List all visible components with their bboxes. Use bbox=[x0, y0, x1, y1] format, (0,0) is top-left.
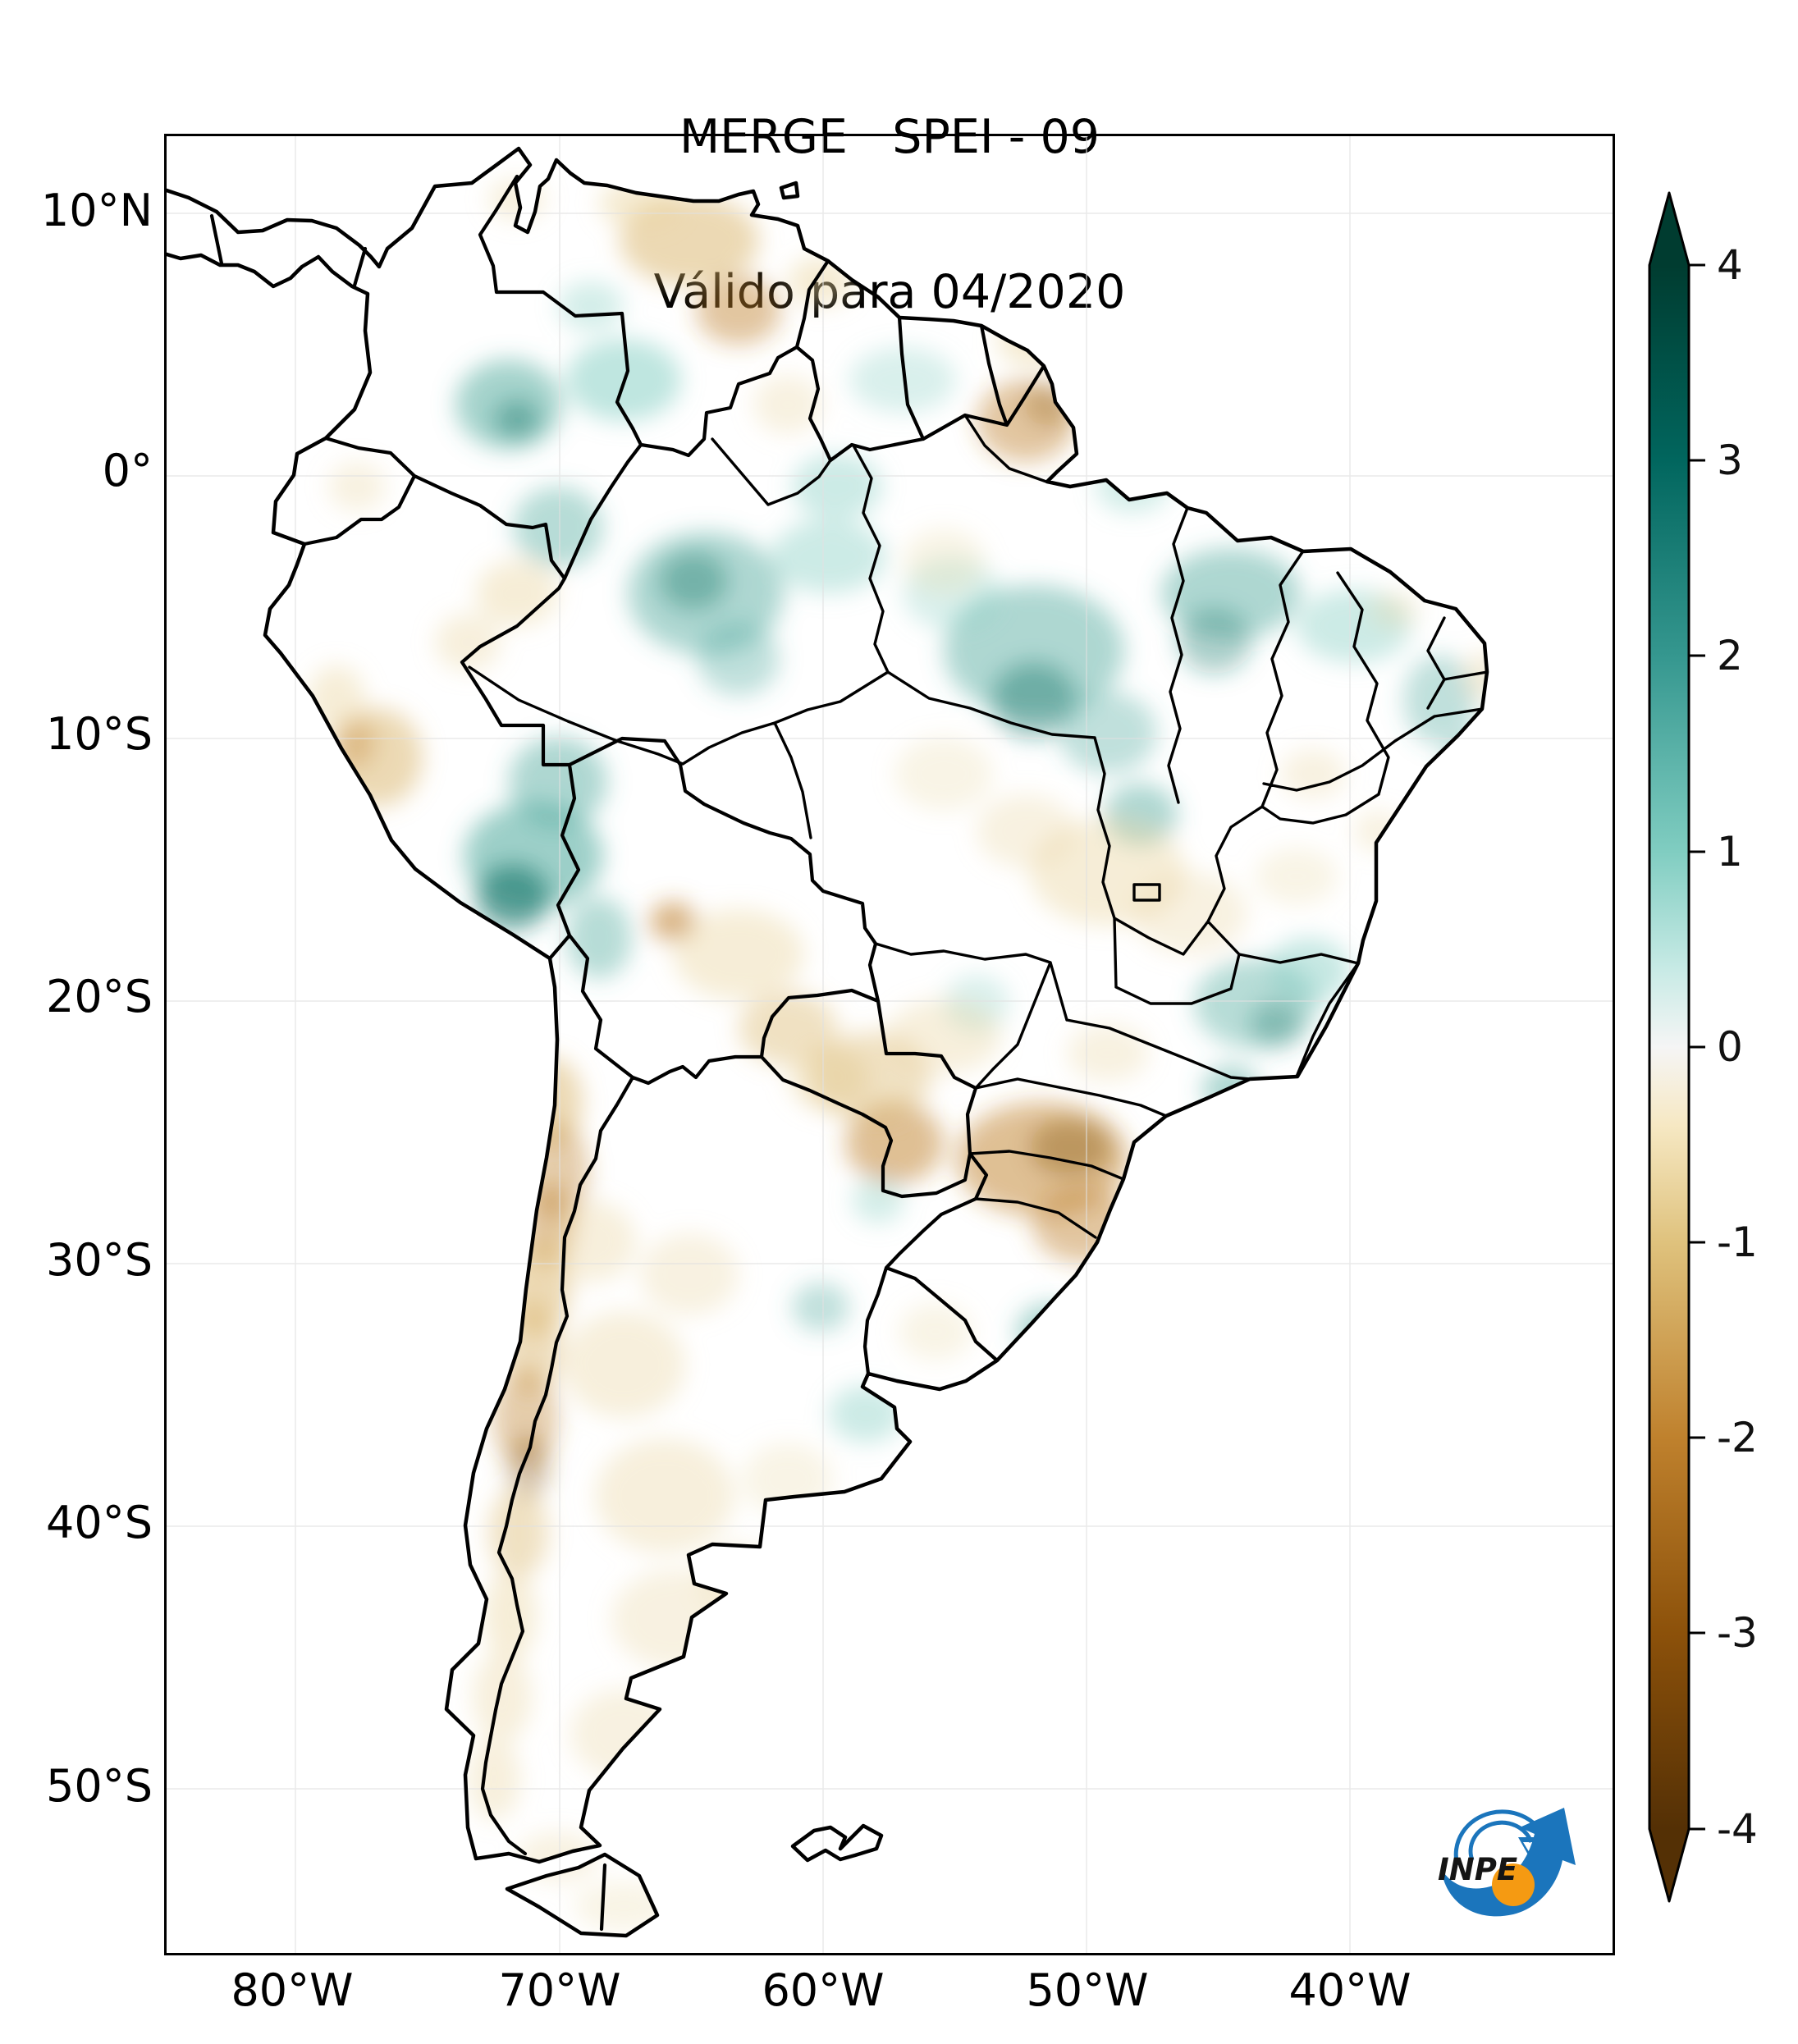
inpe-logo: INPE bbox=[1438, 1808, 1576, 1917]
spei-blob bbox=[1067, 1024, 1149, 1081]
colorbar-ticks bbox=[1689, 263, 1705, 1831]
inpe-arrow bbox=[1441, 1808, 1576, 1917]
spei-blob bbox=[792, 454, 882, 519]
map-canvas: INPE bbox=[164, 134, 1615, 1955]
spei-blob bbox=[468, 1738, 520, 1820]
spei-blob bbox=[899, 1303, 972, 1360]
x-axis-label-60w: 60°W bbox=[762, 1964, 885, 2016]
spei-blob bbox=[476, 560, 558, 626]
spei-blob bbox=[328, 462, 386, 511]
spei-blob bbox=[1059, 692, 1157, 774]
falkland-islands bbox=[790, 1823, 884, 1863]
spei-blob bbox=[1354, 811, 1403, 852]
x-axis-label-80w: 80°W bbox=[231, 1964, 354, 2016]
spei-blob bbox=[574, 1882, 673, 1931]
spei-blob bbox=[696, 276, 781, 345]
colorbar: 4 3 2 1 0 -1 -2 -3 -4 bbox=[1648, 191, 1758, 1903]
state-borders bbox=[468, 414, 1489, 1239]
colorbar-tick-label: -2 bbox=[1717, 1414, 1758, 1461]
spei-blob bbox=[753, 375, 822, 434]
colorbar-tick-labels: 4 3 2 1 0 -1 -2 -3 -4 bbox=[1717, 241, 1758, 1853]
y-axis-label-40s: 40°S bbox=[46, 1497, 153, 1548]
spei-blob bbox=[476, 864, 550, 930]
spei-blob bbox=[484, 1570, 537, 1660]
spei-blob bbox=[640, 1233, 739, 1315]
spei-blob bbox=[435, 614, 501, 671]
spei-blob bbox=[494, 400, 540, 439]
spei-blob bbox=[788, 257, 853, 306]
trinidad-island bbox=[779, 181, 800, 200]
inpe-logo-text: INPE bbox=[1438, 1852, 1517, 1887]
spei-blob bbox=[562, 1311, 685, 1418]
y-axis-label-30s: 30°S bbox=[46, 1234, 153, 1286]
spei-blob bbox=[792, 1283, 849, 1332]
spei-blob bbox=[489, 1488, 548, 1578]
spei-blob bbox=[698, 1545, 780, 1611]
colorbar-tick-label: 1 bbox=[1717, 828, 1743, 876]
spei-blob bbox=[570, 1689, 677, 1779]
y-axis-label-10s: 10°S bbox=[46, 708, 153, 760]
spei-blob bbox=[473, 1652, 532, 1742]
colorbar-extend-min bbox=[1649, 1829, 1689, 1901]
colorbar-tick-label: -3 bbox=[1717, 1609, 1758, 1657]
spei-blob bbox=[1250, 1001, 1302, 1047]
colorbar-gradient bbox=[1649, 265, 1689, 1829]
spei-blob bbox=[1178, 608, 1251, 674]
spei-blob bbox=[977, 794, 1075, 868]
spei-blob bbox=[829, 1385, 903, 1443]
spei-blob bbox=[991, 662, 1077, 738]
x-axis-label-70w: 70°W bbox=[498, 1964, 621, 2016]
spei-field bbox=[308, 179, 1487, 1931]
spei-blob bbox=[1268, 938, 1350, 1004]
spei-blob bbox=[771, 519, 886, 593]
spei-blob bbox=[1096, 460, 1169, 513]
colorbar-tick-label: -1 bbox=[1717, 1219, 1758, 1266]
colorbar-tick-label: -4 bbox=[1717, 1805, 1758, 1853]
colorbar-tick-label: 0 bbox=[1717, 1023, 1743, 1071]
spei-blob bbox=[1030, 1118, 1112, 1176]
spei-blob bbox=[894, 737, 993, 811]
spei-blob bbox=[673, 909, 804, 999]
spei-blob bbox=[659, 551, 728, 610]
spei-blob bbox=[1280, 749, 1346, 798]
title-line-1: MERGE SPEI - 09 bbox=[679, 110, 1100, 164]
spei-blob bbox=[1032, 1187, 1134, 1263]
spei-blob bbox=[1446, 737, 1487, 794]
spei-blob bbox=[611, 1570, 734, 1668]
colorbar-tick-label: 2 bbox=[1717, 632, 1743, 679]
coastline bbox=[164, 146, 1489, 1938]
y-axis-label-50s: 50°S bbox=[46, 1760, 153, 1812]
colorbar-tick-label: 4 bbox=[1717, 241, 1743, 289]
y-axis-label-20s: 20°S bbox=[46, 971, 153, 1022]
x-axis-label-50w: 50°W bbox=[1026, 1964, 1149, 2016]
spei-blob bbox=[1370, 592, 1420, 628]
inpe-swirl-inner bbox=[1468, 1820, 1534, 1861]
graticule bbox=[164, 134, 1615, 1955]
spei-blob bbox=[849, 347, 956, 413]
spei-blob bbox=[595, 1438, 734, 1553]
spei-blob bbox=[566, 897, 632, 979]
x-axis-label-40w: 40°W bbox=[1288, 1964, 1411, 2016]
spei-blob bbox=[558, 281, 624, 331]
inpe-sun bbox=[1492, 1863, 1535, 1906]
spei-blob bbox=[1256, 848, 1338, 905]
spei-blob bbox=[852, 1177, 904, 1223]
y-axis-label-10n: 10°N bbox=[40, 185, 153, 236]
spei-blob bbox=[546, 1200, 636, 1283]
country-borders bbox=[209, 174, 1046, 1932]
spei-blob bbox=[1202, 1065, 1260, 1114]
spei-blob bbox=[513, 487, 603, 569]
map-frame bbox=[164, 134, 1615, 1955]
colorbar-extend-max bbox=[1649, 193, 1689, 265]
colorbar-tick-label: 3 bbox=[1717, 437, 1743, 484]
y-axis-label-0: 0° bbox=[102, 445, 153, 496]
spei-blob bbox=[698, 622, 780, 696]
spei-blob bbox=[903, 528, 985, 593]
spei-blob bbox=[944, 585, 1124, 716]
spei-blob bbox=[743, 1443, 833, 1516]
